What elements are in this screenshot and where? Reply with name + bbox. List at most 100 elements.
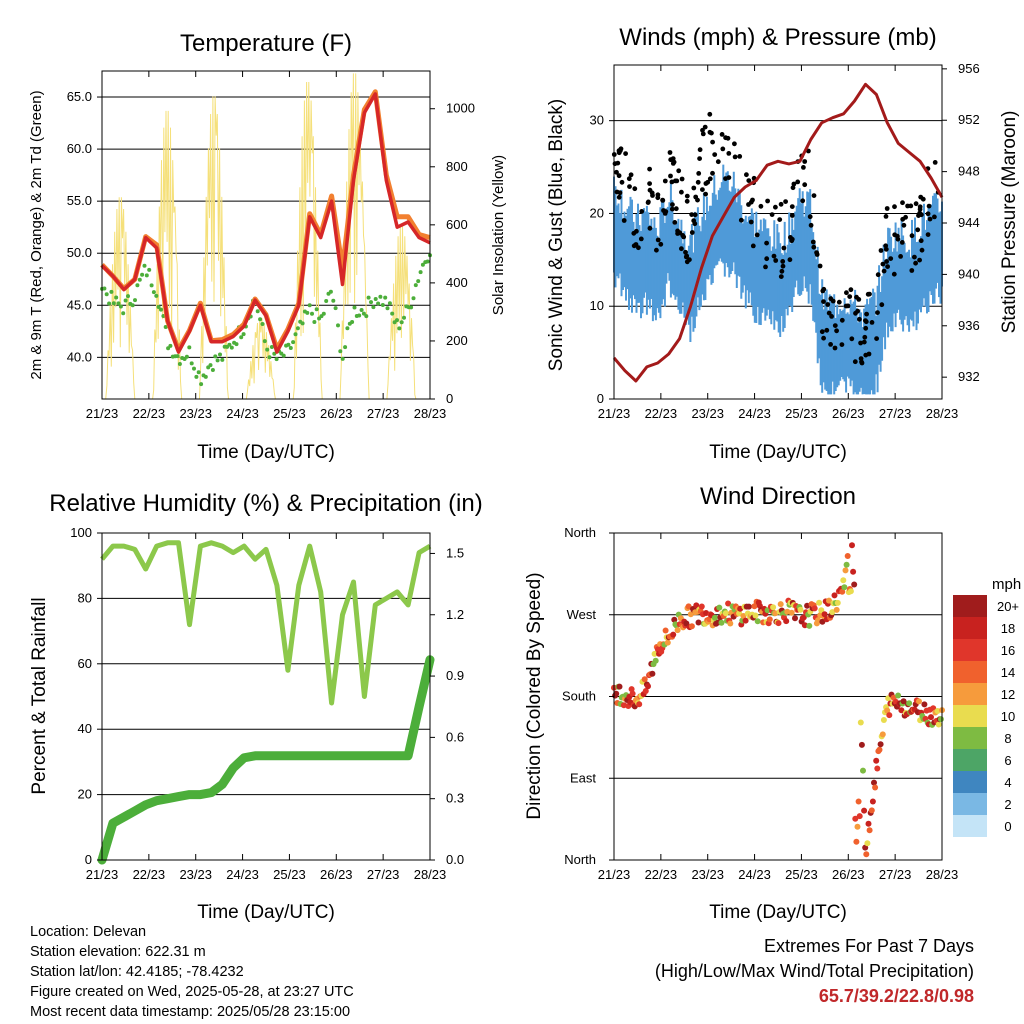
- dewpoint-point: [114, 295, 119, 300]
- y2-tick-label: 0: [446, 391, 453, 406]
- x-tick-label: 22/23: [645, 406, 678, 421]
- wind-gust-point: [917, 206, 923, 212]
- y-tick-label: 30: [590, 113, 604, 128]
- wind-gust-point: [875, 272, 881, 278]
- wind-direction-point: [833, 606, 840, 613]
- wind-gust-point: [808, 222, 814, 228]
- wind-gust-point: [654, 247, 659, 253]
- dewpoint-point: [350, 320, 355, 324]
- wind-gust-point: [895, 236, 901, 242]
- wind-direction-point: [865, 820, 872, 827]
- dewpoint-point: [258, 317, 263, 322]
- extremes-values: 65.7/39.2/22.8/0.98: [818, 986, 974, 1006]
- wind-gust-point: [675, 228, 680, 234]
- dewpoint-point: [116, 301, 121, 306]
- wind-gust-point: [707, 129, 713, 135]
- dewpoint-point: [241, 332, 246, 337]
- wind-gust-point: [821, 335, 826, 341]
- dewpoint-point: [409, 305, 414, 310]
- dewpoint-point: [194, 374, 199, 379]
- wind-gust-point: [918, 238, 924, 244]
- wind-direction-point: [935, 721, 942, 728]
- y-tick-label: East: [570, 770, 596, 785]
- dewpoint-point: [281, 353, 286, 358]
- temperature-panel: Temperature (F) 2m & 9m T (Red, Orange) …: [28, 30, 507, 463]
- dewpoint-point: [229, 345, 234, 350]
- dewpoint-point: [364, 314, 369, 319]
- wind-gust-point: [832, 345, 838, 351]
- wind-direction-point: [783, 618, 790, 625]
- wind-direction-point: [613, 690, 620, 697]
- wind-direction-point: [871, 779, 877, 786]
- x-tick-label: 22/23: [645, 867, 678, 882]
- wind-gust-point: [811, 244, 817, 250]
- y2-tick-label: 0.3: [446, 791, 464, 806]
- y-tick-label: 0: [85, 852, 92, 867]
- wind-gust-point: [616, 194, 622, 200]
- wind-gust-point: [858, 340, 863, 346]
- wind-gust-point: [839, 342, 845, 347]
- wind-gust-point: [748, 219, 754, 225]
- wind-gust-point: [614, 189, 620, 195]
- wind-gust-point: [697, 147, 703, 153]
- dewpoint-point: [420, 262, 425, 267]
- dewpoint-point: [218, 352, 222, 357]
- wind-direction-point: [671, 616, 678, 623]
- dewpoint-point: [239, 335, 244, 340]
- wind-direction-point: [775, 620, 782, 627]
- dewpoint-point: [399, 320, 404, 325]
- y-tick-label: South: [562, 689, 596, 704]
- dewpoint-point: [418, 270, 423, 275]
- colorbar-label: 2: [1004, 797, 1011, 812]
- wind-gust-point: [866, 351, 872, 357]
- y-tick-label: 80: [78, 590, 92, 605]
- dewpoint-point: [187, 345, 192, 350]
- wind-gust-point: [819, 329, 825, 335]
- dewpoint-point: [135, 283, 140, 288]
- wind-direction-point: [841, 584, 848, 591]
- humidity-x-ticks: 21/23 22/23 23/23 24/23 25/23 26/23 27/23 28/23: [86, 533, 446, 882]
- x-tick-label: 23/23: [691, 867, 724, 882]
- colorbar-label: 0: [1004, 819, 1011, 834]
- y2-tick-label: 400: [446, 275, 468, 290]
- dewpoint-point: [291, 340, 296, 345]
- wind-gust-point: [700, 187, 705, 193]
- wind-direction-point: [664, 639, 671, 646]
- dewpoint-point: [184, 354, 189, 359]
- wind-direction-point: [826, 597, 832, 604]
- wind-gust-point: [732, 141, 737, 147]
- dewpoint-point: [371, 305, 376, 310]
- dewpoint-point: [189, 361, 194, 366]
- wind-gust-point: [800, 198, 806, 204]
- wind-gust-point: [913, 201, 919, 207]
- y-tick-label: 20: [78, 787, 92, 802]
- y2-tick-label: 952: [958, 112, 980, 127]
- dewpoint-point: [343, 345, 348, 350]
- wind-gust-point: [789, 213, 795, 218]
- wind-gust-point: [616, 173, 622, 179]
- colorbar-label: 16: [1001, 643, 1015, 658]
- colorbar-label: 12: [1001, 687, 1015, 702]
- x-tick-label: 21/23: [598, 406, 631, 421]
- dewpoint-point: [199, 382, 204, 387]
- dewpoint-point: [151, 290, 156, 295]
- wind-direction-point: [818, 607, 825, 614]
- colorbar-swatch: [953, 639, 987, 661]
- y-tick-label: 40.0: [67, 349, 92, 364]
- solar-insolation-line: [245, 318, 276, 400]
- wind-gust-point: [905, 203, 910, 209]
- wind-gust-point: [669, 206, 675, 212]
- wind-gust-point: [696, 171, 702, 176]
- wind-gust-point: [614, 169, 619, 175]
- wind-direction-point: [693, 602, 700, 609]
- wind-gust-point: [668, 173, 673, 179]
- wind-gust-point: [623, 151, 628, 157]
- wind-direction-point: [816, 599, 823, 606]
- winds-y-axis-label: Sonic Wind & Gust (Blue, Black): [546, 99, 567, 371]
- wind-gust-point: [662, 178, 668, 184]
- wind-gust-point: [836, 299, 842, 305]
- humidity-gridlines: [102, 532, 430, 861]
- temp-2m-line: [100, 92, 431, 354]
- wind-direction-x-ticks: 21/23 22/23 23/23 24/23 25/23 26/23 27/23 28/23: [598, 533, 958, 882]
- dewpoint-point: [175, 354, 180, 359]
